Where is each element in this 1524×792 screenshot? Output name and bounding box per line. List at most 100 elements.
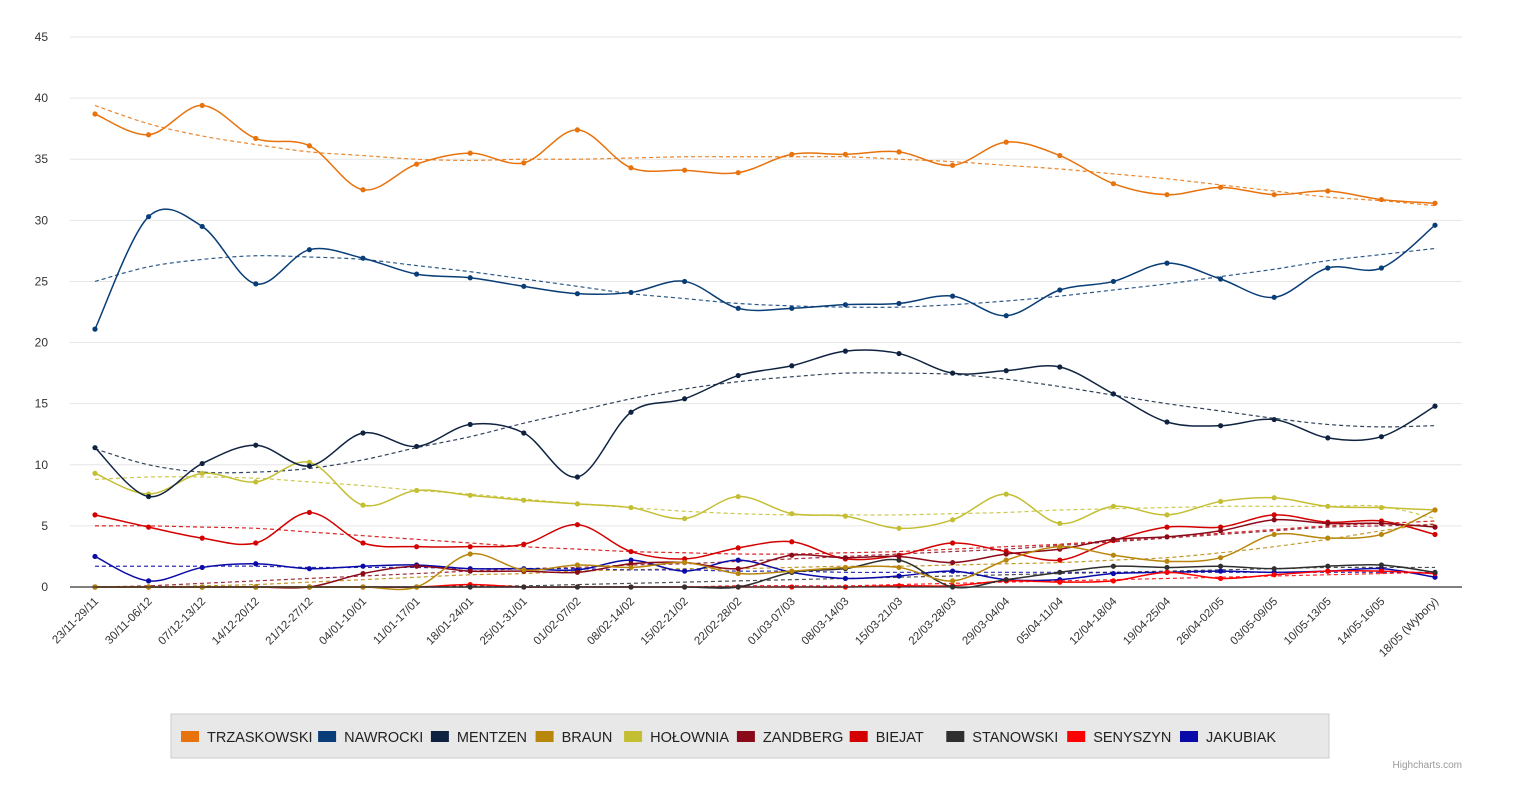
legend-item-senyszyn[interactable]: SENYSZYN (1067, 730, 1171, 746)
data-point[interactable] (735, 372, 741, 379)
data-point[interactable] (628, 289, 634, 296)
data-point[interactable] (1378, 562, 1384, 568)
data-point[interactable] (146, 214, 152, 220)
data-point[interactable] (1325, 503, 1331, 509)
data-point[interactable] (1164, 569, 1170, 575)
data-point[interactable] (199, 470, 205, 476)
data-point[interactable] (789, 305, 795, 311)
data-point[interactable] (1110, 578, 1116, 584)
data-point[interactable] (1378, 434, 1384, 440)
legend-item-braun[interactable]: BRAUN (535, 730, 613, 746)
data-point[interactable] (1164, 192, 1170, 198)
data-point[interactable] (1218, 184, 1224, 190)
data-point[interactable] (574, 501, 581, 507)
data-point[interactable] (199, 223, 205, 230)
data-point[interactable] (682, 515, 688, 522)
data-point[interactable] (682, 559, 688, 566)
data-point[interactable] (1003, 557, 1009, 563)
data-point[interactable] (950, 517, 956, 523)
data-point[interactable] (1164, 564, 1170, 571)
data-point[interactable] (1271, 416, 1277, 423)
data-point[interactable] (467, 275, 473, 281)
data-point[interactable] (1003, 577, 1009, 583)
data-point[interactable] (628, 409, 634, 415)
data-point[interactable] (896, 149, 902, 155)
data-point[interactable] (1164, 260, 1170, 266)
data-point[interactable] (1218, 528, 1224, 534)
data-point[interactable] (253, 135, 259, 142)
legend-item-mentzen[interactable]: MENTZEN (430, 730, 527, 746)
data-point[interactable] (521, 283, 527, 289)
data-point[interactable] (735, 566, 741, 572)
data-point[interactable] (735, 570, 741, 577)
data-point[interactable] (1432, 403, 1438, 409)
data-point[interactable] (682, 167, 688, 173)
data-point[interactable] (574, 127, 581, 133)
data-point[interactable] (628, 561, 634, 567)
data-point[interactable] (628, 165, 634, 171)
data-point[interactable] (1378, 504, 1384, 511)
data-point[interactable] (414, 544, 420, 550)
data-point[interactable] (1057, 579, 1063, 585)
data-point[interactable] (1110, 552, 1116, 558)
data-point[interactable] (1325, 265, 1331, 271)
legend-item-zandberg[interactable]: ZANDBERG (736, 730, 844, 746)
data-point[interactable] (628, 564, 634, 571)
data-point[interactable] (682, 556, 688, 562)
data-point[interactable] (467, 492, 473, 498)
data-point[interactable] (950, 559, 956, 566)
data-point[interactable] (896, 553, 902, 560)
data-point[interactable] (199, 102, 205, 109)
data-point[interactable] (1378, 568, 1384, 574)
data-point[interactable] (146, 493, 152, 500)
data-point[interactable] (92, 470, 98, 476)
legend-item-hołownia[interactable]: HOŁOWNIA (624, 730, 729, 746)
data-point[interactable] (735, 305, 741, 311)
data-point[interactable] (306, 463, 312, 469)
data-point[interactable] (92, 326, 98, 332)
data-point[interactable] (1110, 278, 1116, 285)
series-jakubiak[interactable] (92, 553, 1438, 584)
data-point[interactable] (199, 460, 205, 467)
data-point[interactable] (896, 525, 902, 531)
data-point[interactable] (574, 562, 581, 568)
data-point[interactable] (253, 540, 259, 546)
data-point[interactable] (682, 278, 688, 285)
data-point[interactable] (896, 350, 902, 357)
data-point[interactable] (467, 551, 473, 557)
data-point[interactable] (1218, 568, 1224, 574)
data-point[interactable] (1325, 435, 1331, 441)
data-point[interactable] (628, 548, 634, 555)
data-point[interactable] (1057, 152, 1063, 159)
data-point[interactable] (574, 474, 581, 480)
legend-item-trzaskowski[interactable]: TRZASKOWSKI (181, 730, 313, 746)
data-point[interactable] (735, 557, 741, 563)
data-point[interactable] (360, 570, 366, 577)
data-point[interactable] (1003, 139, 1009, 145)
data-point[interactable] (1164, 524, 1170, 530)
data-point[interactable] (1325, 188, 1331, 194)
data-point[interactable] (896, 300, 902, 307)
data-point[interactable] (1164, 419, 1170, 425)
legend-item-stanowski[interactable]: STANOWSKI (946, 730, 1058, 746)
data-point[interactable] (1110, 570, 1116, 577)
data-point[interactable] (1271, 192, 1277, 198)
data-point[interactable] (950, 293, 956, 299)
data-point[interactable] (950, 370, 956, 376)
data-point[interactable] (414, 487, 420, 494)
legend-item-jakubiak[interactable]: JAKUBIAK (1180, 730, 1276, 746)
series-mentzen[interactable] (92, 348, 1438, 500)
data-point[interactable] (1325, 535, 1331, 541)
data-point[interactable] (414, 563, 420, 569)
data-point[interactable] (1110, 391, 1116, 397)
data-point[interactable] (467, 421, 473, 428)
data-point[interactable] (521, 430, 527, 436)
data-point[interactable] (1057, 520, 1063, 527)
data-point[interactable] (199, 564, 205, 571)
data-point[interactable] (1057, 557, 1063, 563)
data-point[interactable] (360, 502, 366, 508)
data-point[interactable] (1218, 423, 1224, 429)
legend-item-nawrocki[interactable]: NAWROCKI (318, 730, 423, 746)
data-point[interactable] (1110, 503, 1116, 509)
data-point[interactable] (842, 575, 849, 582)
